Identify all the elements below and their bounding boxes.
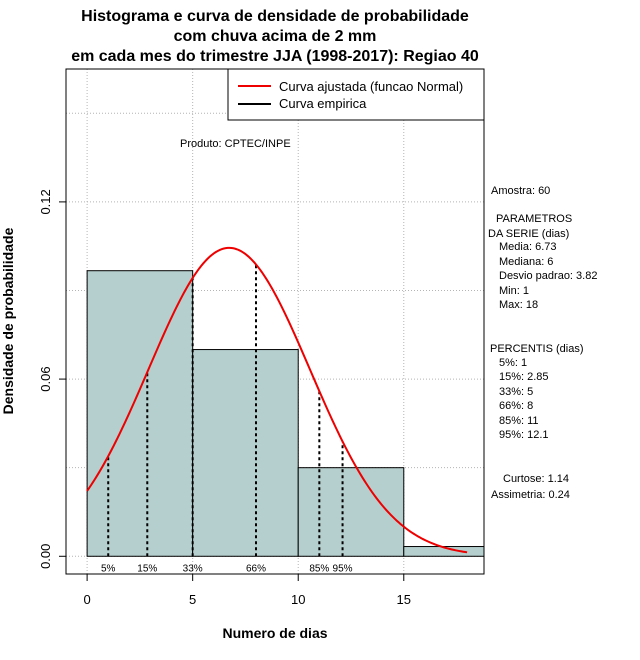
stat-p33: 33%: 5 bbox=[499, 386, 533, 398]
chart-title-line-1: Histograma e curva de densidade de proba… bbox=[81, 8, 469, 25]
legend: Curva ajustada (funcao Normal) Curva emp… bbox=[227, 68, 485, 121]
y-tick-label-1: 0.06 bbox=[38, 366, 53, 391]
histogram-bars bbox=[86, 270, 485, 557]
product-annotation: Produto: CPTEC/INPE bbox=[180, 138, 291, 150]
x-tick-label-0: 0 bbox=[83, 592, 90, 607]
stat-min: Min: 1 bbox=[499, 285, 529, 297]
stat-curtose: Curtose: 1.14 bbox=[503, 473, 569, 485]
fitted-curve bbox=[86, 246, 468, 554]
stats-panel: Amostra: 60 PARAMETROS DA SERIE (dias) M… bbox=[488, 185, 597, 501]
percentile-label-0: 5% bbox=[101, 563, 116, 574]
chart-title-line-3: em cada mes do trimestre JJA (1998-2017)… bbox=[71, 48, 479, 65]
histogram-bar-0 bbox=[86, 270, 194, 557]
stat-percentis-title: PERCENTIS (dias) bbox=[490, 343, 584, 355]
stat-params-title-2: DA SERIE (dias) bbox=[488, 228, 569, 240]
percentile-lines: 5% 15% 33% 66% 85% 95% bbox=[101, 264, 353, 574]
stat-max: Max: 18 bbox=[499, 299, 538, 311]
stat-params-title-1: PARAMETROS bbox=[496, 213, 572, 225]
stat-desvio: Desvio padrao: 3.82 bbox=[499, 270, 597, 282]
histogram-bar-1 bbox=[192, 349, 299, 557]
stat-assimetria: Assimetria: 0.24 bbox=[491, 489, 570, 501]
axes: 0 5 10 15 0.00 0.06 0.12 bbox=[38, 189, 411, 607]
percentile-label-1: 15% bbox=[137, 563, 157, 574]
stat-p66: 66%: 8 bbox=[499, 400, 533, 412]
histogram-bar-2 bbox=[297, 467, 405, 557]
x-tick-label-2: 10 bbox=[291, 592, 305, 607]
stat-p5: 5%: 1 bbox=[499, 357, 527, 369]
x-tick-label-3: 15 bbox=[397, 592, 411, 607]
stat-p85: 85%: 11 bbox=[499, 415, 539, 427]
stat-mediana: Mediana: 6 bbox=[499, 256, 553, 268]
y-axis-title: Densidade de probabilidade bbox=[0, 227, 16, 414]
chart-title-line-2: com chuva acima de 2 mm bbox=[174, 28, 377, 45]
legend-label-fitted: Curva ajustada (funcao Normal) bbox=[279, 79, 463, 94]
x-axis-title: Numero de dias bbox=[222, 625, 327, 641]
legend-label-empirical: Curva empirica bbox=[279, 96, 367, 111]
percentile-label-3: 66% bbox=[246, 563, 266, 574]
x-tick-label-1: 5 bbox=[189, 592, 196, 607]
percentile-label-5: 95% bbox=[333, 563, 353, 574]
percentile-label-4: 85% bbox=[309, 563, 329, 574]
y-tick-label-0: 0.00 bbox=[38, 544, 53, 569]
stat-amostra: Amostra: 60 bbox=[491, 185, 550, 197]
legend-box bbox=[227, 68, 485, 121]
stat-p95: 95%: 12.1 bbox=[499, 429, 549, 441]
stat-media: Media: 6.73 bbox=[499, 241, 556, 253]
percentile-label-2: 33% bbox=[183, 563, 203, 574]
stat-p15: 15%: 2.85 bbox=[499, 371, 549, 383]
y-tick-label-2: 0.12 bbox=[38, 189, 53, 214]
fitted-normal-curve bbox=[86, 246, 468, 554]
